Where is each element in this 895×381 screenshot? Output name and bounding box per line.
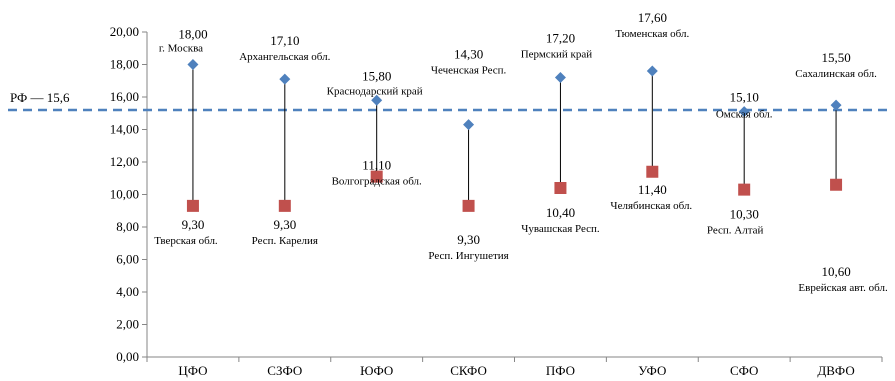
- max-region-label: Чеченская Респ.: [431, 65, 507, 77]
- max-point: [187, 59, 199, 70]
- reference-line-label: РФ — 15,6: [10, 90, 70, 105]
- min-point: [738, 183, 751, 196]
- max-value-label: 15,50: [821, 50, 850, 65]
- markers: [186, 59, 843, 212]
- max-point: [738, 106, 750, 118]
- max-value-label: 17,10: [270, 33, 299, 48]
- y-tick-label: 8,00: [116, 219, 139, 234]
- max-region-label: Пермский край: [521, 49, 593, 61]
- max-region-label: Архангельская обл.: [239, 51, 330, 63]
- min-value-label: 10,60: [821, 264, 850, 279]
- min-region-label: Респ. Алтай: [707, 225, 764, 237]
- min-point: [370, 170, 383, 183]
- max-region-label: Тюменская обл.: [615, 28, 689, 40]
- y-tick-label: 10,00: [110, 187, 139, 202]
- max-point: [554, 72, 566, 83]
- min-point: [830, 178, 843, 191]
- min-point: [554, 182, 567, 194]
- y-tick-label: 4,00: [116, 284, 139, 299]
- y-tick-label: 12,00: [110, 154, 139, 169]
- max-value-label: 17,60: [638, 10, 667, 25]
- y-tick-label: 16,00: [110, 89, 139, 104]
- max-value-label: 14,30: [454, 47, 483, 62]
- y-tick-label: 6,00: [116, 252, 139, 267]
- max-value-label: 15,10: [730, 90, 759, 105]
- min-region-label: Респ. Карелия: [252, 235, 318, 247]
- min-region-label: Чувашская Респ.: [521, 223, 600, 235]
- min-value-label: 9,30: [273, 217, 296, 232]
- max-value-label: 15,80: [362, 68, 391, 83]
- x-tick-label: УФО: [638, 363, 666, 378]
- x-tick-label: ДВФО: [817, 363, 854, 378]
- max-region-label: Омская обл.: [716, 109, 773, 121]
- max-value-label: 17,20: [546, 31, 575, 46]
- min-point: [186, 199, 199, 212]
- max-value-label: 18,00: [178, 27, 207, 42]
- x-tick-label: СКФО: [450, 363, 487, 378]
- min-region-label: Тверская обл.: [154, 235, 218, 247]
- min-value-label: 11,10: [362, 158, 391, 173]
- x-tick-label: СФО: [730, 363, 759, 378]
- max-point: [646, 65, 658, 77]
- axes: 0,00 2,00 4,00 6,00 8,00 10,00 12,00 14,00 16,00…: [110, 24, 883, 378]
- min-region-label: Респ. Ингушетия: [428, 250, 508, 262]
- min-point: [278, 199, 291, 212]
- min-region-label: Челябинская обл.: [610, 200, 692, 212]
- max-region-label: Сахалинская обл.: [795, 68, 877, 80]
- x-tick-label: ЮФО: [360, 363, 393, 378]
- min-point: [646, 165, 659, 178]
- min-point: [462, 199, 475, 212]
- min-value-label: 10,40: [546, 205, 575, 220]
- min-value-label: 10,30: [730, 207, 759, 222]
- max-point: [371, 94, 383, 106]
- max-region-label: г. Москва: [159, 43, 203, 55]
- y-tick-label: 14,00: [110, 122, 139, 137]
- x-tick-label: ПФО: [546, 363, 575, 378]
- max-point: [463, 119, 475, 131]
- y-tick-label: 18,00: [110, 57, 139, 72]
- max-point: [279, 73, 291, 85]
- min-value-label: 11,40: [638, 182, 667, 197]
- range-lines: [192, 64, 837, 206]
- max-point: [830, 99, 842, 111]
- min-region-label: Еврейская авт. обл.: [798, 282, 888, 294]
- min-region-label: Волгоградская обл.: [332, 176, 422, 188]
- y-tick-label: 20,00: [110, 24, 139, 39]
- annotations: 18,00г. Москва 17,10 Архангельская обл. 15,…: [154, 10, 888, 294]
- y-tick-label: 2,00: [116, 317, 139, 332]
- x-tick-label: ЦФО: [178, 363, 207, 378]
- min-value-label: 9,30: [457, 232, 480, 247]
- x-tick-label: СЗФО: [267, 363, 302, 378]
- min-value-label: 9,30: [182, 217, 205, 232]
- max-region-label: Краснодарский край: [327, 85, 423, 97]
- y-tick-label: 0,00: [116, 349, 139, 364]
